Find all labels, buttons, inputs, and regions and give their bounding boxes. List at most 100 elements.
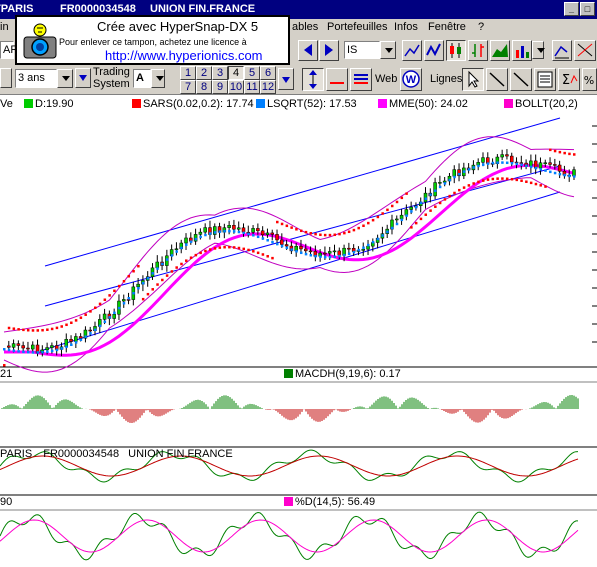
- candle-body: [203, 227, 207, 233]
- sar-dot: [544, 185, 547, 188]
- candle-body: [232, 225, 236, 230]
- web-button[interactable]: W: [400, 68, 422, 91]
- sar-dot: [199, 251, 202, 255]
- sar-dot: [175, 266, 178, 269]
- prev-button[interactable]: [298, 40, 318, 61]
- indicator-button-10[interactable]: 10: [228, 80, 244, 94]
- lsqrt-dot: [290, 248, 293, 251]
- stamp-url[interactable]: http://www.hyperionics.com: [105, 48, 263, 63]
- sar-dot: [108, 294, 111, 297]
- period-dropdown[interactable]: [57, 69, 73, 88]
- chart-type-dropdown[interactable]: [532, 41, 545, 59]
- price-chart[interactable]: [0, 96, 597, 567]
- menu-item-fenetre[interactable]: Fenêtre: [428, 21, 466, 33]
- market-field[interactable]: ARI: [0, 41, 21, 59]
- lines-menu-button[interactable]: [350, 68, 372, 91]
- candle-body: [500, 154, 504, 158]
- candlestick-button[interactable]: [446, 40, 466, 61]
- period-spin-button[interactable]: [0, 68, 12, 88]
- candle-body: [78, 336, 83, 339]
- indicator-button-3[interactable]: 3: [212, 66, 228, 80]
- indicator-button-5[interactable]: 5: [244, 66, 260, 80]
- lsqrt-dot: [563, 173, 566, 177]
- lsqrt-dot: [65, 345, 68, 349]
- area-chart-button[interactable]: [490, 40, 510, 61]
- menu-item-portefeuilles[interactable]: Portefeuilles: [327, 21, 388, 33]
- lsqrt-dot: [237, 230, 241, 234]
- lsqrt-dot: [477, 164, 480, 168]
- overlay-button[interactable]: [574, 40, 596, 61]
- hline-button[interactable]: [326, 68, 348, 91]
- zigzag-chart-button[interactable]: [424, 40, 444, 61]
- sum-button[interactable]: Σ: [558, 68, 580, 91]
- zoom-vertical-button[interactable]: [302, 68, 324, 91]
- scale-button[interactable]: [552, 40, 572, 61]
- indicator-button-7[interactable]: 7: [180, 80, 196, 94]
- indicator-button-8[interactable]: 8: [196, 80, 212, 94]
- period-next-button[interactable]: [75, 68, 91, 88]
- menu-item-help[interactable]: ?: [478, 21, 485, 33]
- indicator-button-1[interactable]: 1: [180, 66, 196, 80]
- lsqrt-dot: [108, 316, 111, 319]
- indicator-button-9[interactable]: 9: [212, 80, 228, 94]
- parallel-line-button[interactable]: [510, 68, 532, 91]
- candle-body: [260, 230, 265, 235]
- indicator-button-2[interactable]: 2: [196, 66, 212, 80]
- sar-dot: [295, 228, 298, 231]
- period-field[interactable]: 3 ans: [15, 69, 57, 88]
- window-title-code: FR0000034548: [60, 3, 136, 15]
- sar-dot: [94, 306, 97, 310]
- legend-stoch: %D(14,5): 56.49: [295, 496, 376, 508]
- legend-d: D:19.90: [35, 98, 74, 110]
- indicator-button-6[interactable]: 6: [260, 66, 276, 80]
- sar-dot: [242, 247, 245, 251]
- sar-dot: [467, 184, 471, 187]
- percent-button[interactable]: %: [582, 68, 597, 91]
- maximize-button[interactable]: □: [580, 2, 595, 16]
- trading-system-field[interactable]: A: [133, 69, 151, 88]
- cursor-tool-button[interactable]: [462, 68, 484, 91]
- web-label: Web: [375, 73, 398, 85]
- lsqrt-dot: [367, 243, 370, 247]
- trading-system-dropdown[interactable]: [151, 69, 165, 88]
- lsqrt-dot: [424, 197, 428, 200]
- line-chart-button[interactable]: [402, 40, 422, 61]
- symbol-field[interactable]: IS: [344, 41, 380, 59]
- menu-item-tables[interactable]: ables: [292, 21, 319, 33]
- indicator-button-4[interactable]: 4: [228, 66, 244, 80]
- chart-area[interactable]: Ve D:19.90 SARS(0.02,0.2): 17.74 LSQRT(5…: [0, 96, 597, 567]
- grid-dropdown-button[interactable]: [278, 68, 294, 90]
- trading-system-label: Trading System: [93, 66, 130, 90]
- next-button[interactable]: [319, 40, 339, 61]
- candle-body: [193, 234, 198, 242]
- legend-swatch-macdh: [284, 369, 293, 378]
- lsqrt-dot: [438, 185, 442, 189]
- arrow-right-icon: [325, 44, 333, 56]
- trendline-button[interactable]: [486, 68, 508, 91]
- minimize-button[interactable]: _: [564, 2, 579, 16]
- sar-dot: [453, 191, 456, 195]
- lsqrt-dot: [534, 166, 538, 170]
- sar-dot: [132, 269, 135, 273]
- sar-dot: [232, 246, 236, 249]
- menu-item-fragment[interactable]: in: [0, 21, 9, 33]
- menu-item-infos[interactable]: Infos: [394, 21, 418, 33]
- candle-body: [366, 245, 370, 250]
- indicator-button-12[interactable]: 12: [260, 80, 276, 94]
- candle-body: [121, 299, 126, 302]
- indicator-button-11[interactable]: 11: [244, 80, 260, 94]
- bar-ohlc-button[interactable]: [468, 40, 488, 61]
- sar-dot: [252, 250, 255, 253]
- lsqrt-dot: [467, 168, 471, 171]
- sar-dot: [458, 188, 461, 192]
- toolbar-bottom: 3 ans Trading System A 1 2 3 4 5 6 7 8 9 10 11 12 W…: [0, 64, 597, 95]
- text-box-button[interactable]: [534, 68, 556, 91]
- histogram-button[interactable]: [512, 40, 532, 61]
- vertical-arrows-icon: [309, 70, 317, 89]
- lsqrt-dot: [242, 231, 245, 235]
- window-title-name: UNION FIN.FRANCE: [150, 3, 256, 15]
- sar-dot: [448, 194, 451, 198]
- stamp-title: Crée avec HyperSnap-DX 5: [97, 19, 259, 34]
- symbol-dropdown[interactable]: [380, 41, 396, 59]
- bollinger-upper-band: [3, 136, 575, 333]
